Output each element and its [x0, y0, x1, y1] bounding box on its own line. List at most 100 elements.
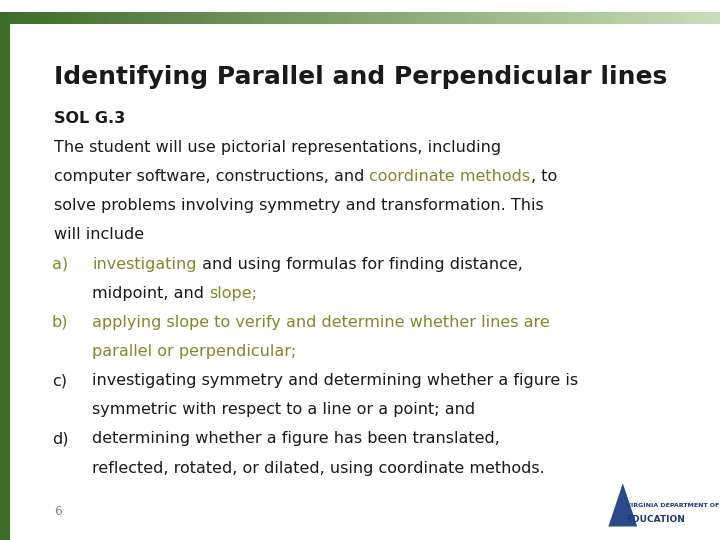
Bar	[67, 12, 71, 24]
Bar	[708, 12, 711, 24]
Bar	[101, 12, 104, 24]
Text: coordinate methods: coordinate methods	[369, 169, 531, 184]
Bar	[225, 12, 229, 24]
Bar	[125, 12, 128, 24]
Bar	[369, 12, 373, 24]
Bar	[53, 12, 56, 24]
Bar	[466, 12, 469, 24]
Bar	[341, 12, 344, 24]
Bar	[655, 12, 658, 24]
Bar	[127, 12, 130, 24]
Bar	[185, 12, 188, 24]
Bar	[211, 12, 215, 24]
Bar	[86, 12, 89, 24]
Bar	[401, 12, 404, 24]
Bar	[396, 12, 399, 24]
Bar	[144, 12, 147, 24]
Bar	[146, 12, 150, 24]
Bar	[588, 12, 591, 24]
Bar	[600, 12, 603, 24]
Text: investigating symmetry and determining whether a figure is: investigating symmetry and determining w…	[92, 373, 578, 388]
Bar	[718, 12, 720, 24]
Bar	[408, 12, 411, 24]
Bar	[142, 12, 145, 24]
Bar	[45, 12, 49, 24]
Bar	[470, 12, 474, 24]
Bar	[711, 12, 714, 24]
Bar	[581, 12, 584, 24]
Bar	[192, 12, 195, 24]
Bar	[60, 12, 63, 24]
Bar	[187, 12, 190, 24]
Bar	[513, 12, 517, 24]
Bar	[113, 12, 116, 24]
Bar	[221, 12, 224, 24]
Bar	[329, 12, 332, 24]
Bar	[324, 12, 327, 24]
Bar	[94, 12, 96, 24]
Bar	[531, 12, 534, 24]
Bar	[41, 12, 44, 24]
Bar	[552, 12, 555, 24]
Bar	[549, 12, 553, 24]
Bar	[348, 12, 351, 24]
Bar	[425, 12, 428, 24]
Bar	[502, 12, 505, 24]
Bar	[130, 12, 132, 24]
Bar	[204, 12, 207, 24]
Bar	[427, 12, 431, 24]
Bar	[156, 12, 159, 24]
Bar	[636, 12, 639, 24]
Text: , to: , to	[531, 169, 557, 184]
Bar	[679, 12, 683, 24]
Bar	[261, 12, 265, 24]
Bar	[648, 12, 651, 24]
Bar	[456, 12, 459, 24]
Bar	[189, 12, 193, 24]
Bar	[578, 12, 582, 24]
Bar	[691, 12, 694, 24]
Bar	[492, 12, 495, 24]
Bar	[444, 12, 447, 24]
Bar	[27, 12, 30, 24]
Bar	[574, 12, 577, 24]
Bar	[639, 12, 642, 24]
Bar	[338, 12, 341, 24]
Bar	[603, 12, 606, 24]
Bar	[387, 12, 390, 24]
Bar	[2, 12, 6, 24]
Bar	[139, 12, 143, 24]
Bar	[77, 12, 80, 24]
Bar	[99, 12, 102, 24]
Bar	[569, 12, 572, 24]
Bar	[38, 12, 42, 24]
Bar	[281, 12, 284, 24]
Bar	[405, 12, 409, 24]
Bar	[175, 12, 179, 24]
Bar	[495, 12, 498, 24]
Bar	[19, 12, 22, 24]
Bar	[288, 12, 291, 24]
Bar	[693, 12, 697, 24]
Bar	[619, 12, 622, 24]
Bar	[48, 12, 51, 24]
Bar	[485, 12, 488, 24]
Bar	[307, 12, 310, 24]
Text: c): c)	[52, 373, 67, 388]
Text: and using formulas for finding distance,: and using formulas for finding distance,	[197, 256, 523, 272]
Bar	[415, 12, 418, 24]
Bar	[103, 12, 107, 24]
Bar	[209, 12, 212, 24]
Polygon shape	[608, 483, 637, 526]
Bar	[454, 12, 456, 24]
Bar	[432, 12, 435, 24]
Bar	[516, 12, 519, 24]
Bar	[607, 12, 611, 24]
Bar	[621, 12, 625, 24]
Bar	[12, 12, 15, 24]
Bar	[74, 12, 78, 24]
Text: The student will use pictorial representations, including: The student will use pictorial represent…	[54, 140, 501, 155]
Bar	[137, 12, 140, 24]
Bar	[84, 12, 87, 24]
Bar	[266, 12, 269, 24]
